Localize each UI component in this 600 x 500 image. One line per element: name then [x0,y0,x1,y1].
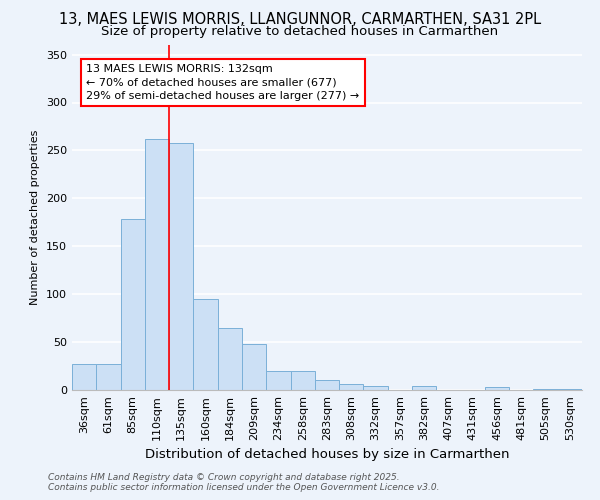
Bar [218,328,242,390]
Y-axis label: Number of detached properties: Number of detached properties [31,130,40,305]
Bar [290,371,315,390]
Bar [558,389,582,390]
Bar [339,384,364,390]
Bar [193,299,218,390]
Bar [145,139,169,390]
Text: 13 MAES LEWIS MORRIS: 132sqm
← 70% of detached houses are smaller (677)
29% of s: 13 MAES LEWIS MORRIS: 132sqm ← 70% of de… [86,64,359,100]
Bar [315,380,339,390]
Bar [121,220,145,390]
Text: Contains HM Land Registry data © Crown copyright and database right 2025.
Contai: Contains HM Land Registry data © Crown c… [48,473,439,492]
Bar [364,386,388,390]
Text: 13, MAES LEWIS MORRIS, LLANGUNNOR, CARMARTHEN, SA31 2PL: 13, MAES LEWIS MORRIS, LLANGUNNOR, CARMA… [59,12,541,28]
Bar [533,389,558,390]
Bar [412,386,436,390]
X-axis label: Distribution of detached houses by size in Carmarthen: Distribution of detached houses by size … [145,448,509,461]
Bar [72,364,96,390]
Bar [96,364,121,390]
Bar [242,344,266,390]
Bar [266,371,290,390]
Bar [169,143,193,390]
Bar [485,387,509,390]
Text: Size of property relative to detached houses in Carmarthen: Size of property relative to detached ho… [101,25,499,38]
